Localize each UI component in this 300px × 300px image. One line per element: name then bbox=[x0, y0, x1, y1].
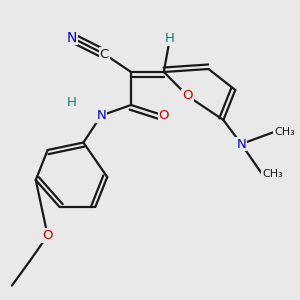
Text: O: O bbox=[159, 109, 169, 122]
Text: O: O bbox=[182, 89, 193, 103]
Text: N: N bbox=[96, 109, 106, 122]
Text: H: H bbox=[67, 95, 76, 109]
Text: CH₃: CH₃ bbox=[274, 127, 295, 137]
Text: N: N bbox=[236, 137, 246, 151]
Text: CH₃: CH₃ bbox=[262, 169, 283, 179]
Text: N: N bbox=[66, 31, 77, 44]
Text: H: H bbox=[165, 32, 175, 46]
Text: C: C bbox=[100, 47, 109, 61]
Text: O: O bbox=[42, 229, 53, 242]
